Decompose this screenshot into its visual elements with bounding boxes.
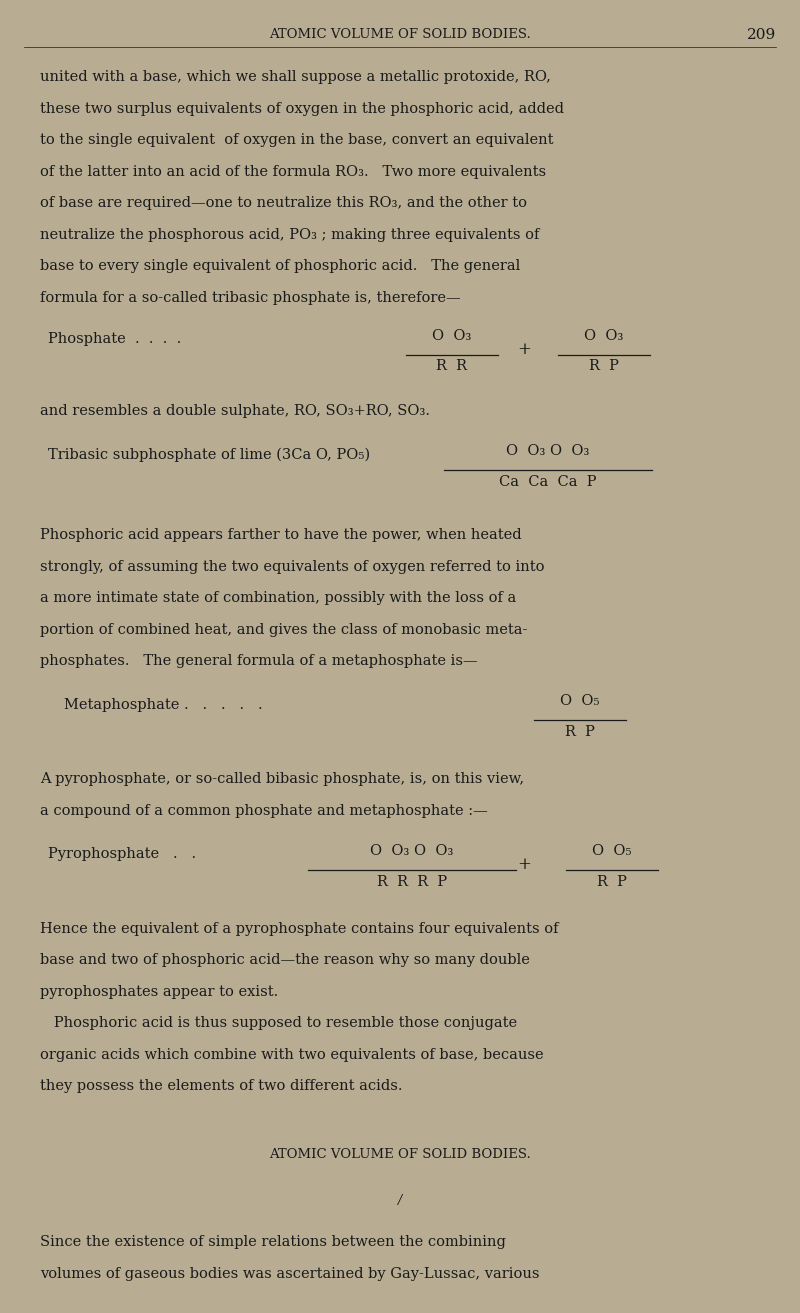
Text: 209: 209 [746,29,776,42]
Text: pyrophosphates appear to exist.: pyrophosphates appear to exist. [40,985,278,999]
Text: O  O₃ O  O₃: O O₃ O O₃ [370,844,454,857]
Text: these two surplus equivalents of oxygen in the phosphoric acid, added: these two surplus equivalents of oxygen … [40,102,564,116]
Text: O  O₃ O  O₃: O O₃ O O₃ [506,444,590,458]
Text: phosphates.   The general formula of a metaphosphate is—: phosphates. The general formula of a met… [40,654,478,668]
Text: organic acids which combine with two equivalents of base, because: organic acids which combine with two equ… [40,1048,544,1061]
Text: base to every single equivalent of phosphoric acid.   The general: base to every single equivalent of phosp… [40,260,520,273]
Text: to the single equivalent  of oxygen in the base, convert an equivalent: to the single equivalent of oxygen in th… [40,134,554,147]
Text: R  P: R P [589,360,619,373]
Text: /: / [398,1194,402,1207]
Text: volumes of gaseous bodies was ascertained by Gay-Lussac, various: volumes of gaseous bodies was ascertaine… [40,1267,539,1280]
Text: Ca  Ca  Ca  P: Ca Ca Ca P [499,475,597,488]
Text: Hence the equivalent of a pyrophosphate contains four equivalents of: Hence the equivalent of a pyrophosphate … [40,922,558,936]
Text: a more intimate state of combination, possibly with the loss of a: a more intimate state of combination, po… [40,591,516,605]
Text: R  R: R R [437,360,467,373]
Text: Phosphate  .  .  .  .: Phosphate . . . . [48,332,182,347]
Text: Tribasic subphosphate of lime (3Ca O, PO₅): Tribasic subphosphate of lime (3Ca O, PO… [48,448,370,462]
Text: R  R  R  P: R R R P [377,874,447,889]
Text: base and two of phosphoric acid—the reason why so many double: base and two of phosphoric acid—the reas… [40,953,530,968]
Text: of the latter into an acid of the formula RO₃.   Two more equivalents: of the latter into an acid of the formul… [40,165,546,179]
Text: ATOMIC VOLUME OF SOLID BODIES.: ATOMIC VOLUME OF SOLID BODIES. [269,29,531,42]
Text: R  P: R P [597,874,627,889]
Text: of base are required—one to neutralize this RO₃, and the other to: of base are required—one to neutralize t… [40,197,527,210]
Text: Since the existence of simple relations between the combining: Since the existence of simple relations … [40,1236,506,1249]
Text: they possess the elements of two different acids.: they possess the elements of two differe… [40,1079,402,1092]
Text: O  O₅: O O₅ [592,844,632,857]
Text: +: + [517,856,531,873]
Text: O  O₃: O O₃ [432,328,472,343]
Text: R  P: R P [565,725,595,739]
Text: Pyrophosphate   .   .: Pyrophosphate . . [48,847,196,861]
Text: Phosphoric acid appears farther to have the power, when heated: Phosphoric acid appears farther to have … [40,528,522,542]
Text: formula for a so-called tribasic phosphate is, therefore—: formula for a so-called tribasic phospha… [40,291,461,305]
Text: united with a base, which we shall suppose a metallic protoxide, RO,: united with a base, which we shall suppo… [40,71,551,84]
Text: Metaphosphate .   .   .   .   .: Metaphosphate . . . . . [64,699,262,712]
Text: ATOMIC VOLUME OF SOLID BODIES.: ATOMIC VOLUME OF SOLID BODIES. [269,1148,531,1161]
Text: strongly, of assuming the two equivalents of oxygen referred to into: strongly, of assuming the two equivalent… [40,559,545,574]
Text: a compound of a common phosphate and metaphosphate :—: a compound of a common phosphate and met… [40,804,488,818]
Text: +: + [517,341,531,358]
Text: neutralize the phosphorous acid, PO₃ ; making three equivalents of: neutralize the phosphorous acid, PO₃ ; m… [40,228,539,242]
Text: Phosphoric acid is thus supposed to resemble those conjugate: Phosphoric acid is thus supposed to rese… [40,1016,517,1029]
Text: O  O₅: O O₅ [560,695,600,708]
Text: and resembles a double sulphate, RO, SO₃+RO, SO₃.: and resembles a double sulphate, RO, SO₃… [40,404,430,418]
Text: A pyrophosphate, or so-called bibasic phosphate, is, on this view,: A pyrophosphate, or so-called bibasic ph… [40,772,524,786]
Text: O  O₃: O O₃ [584,328,624,343]
Text: portion of combined heat, and gives the class of monobasic meta-: portion of combined heat, and gives the … [40,622,527,637]
